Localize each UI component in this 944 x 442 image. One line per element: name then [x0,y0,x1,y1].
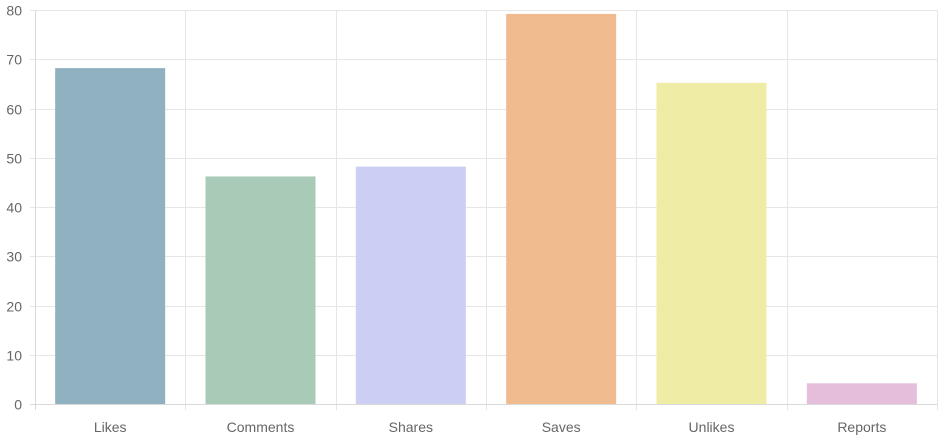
y-tick-label: 50 [6,151,22,167]
y-tick-label: 70 [6,52,22,68]
bar-series [55,13,917,406]
y-tick-label: 0 [14,397,22,413]
x-tick-label: Shares [389,419,433,435]
bar-likes [55,68,166,405]
y-tick-label: 40 [6,200,22,216]
x-tick-label: Likes [94,419,127,435]
axes [30,10,937,410]
bar-reports [806,383,917,405]
x-tick-label: Comments [227,419,295,435]
y-tick-label: 10 [6,348,22,364]
x-tick-labels: Likes Comments Shares Saves Unlikes Reports [94,419,887,435]
bar-unlikes [656,82,767,405]
x-tick-label: Saves [542,419,581,435]
grid-lines [30,10,938,410]
x-tick-label: Reports [837,419,886,435]
y-tick-label: 20 [6,299,22,315]
x-tick-label: Unlikes [689,419,735,435]
bar-saves [506,13,617,406]
y-tick-label: 80 [6,3,22,19]
y-tick-labels: 0 10 20 30 40 50 60 70 80 [6,3,22,413]
bar-shares [355,166,466,405]
y-tick-label: 30 [6,249,22,265]
y-tick-label: 60 [6,102,22,118]
bar-comments [205,176,316,405]
